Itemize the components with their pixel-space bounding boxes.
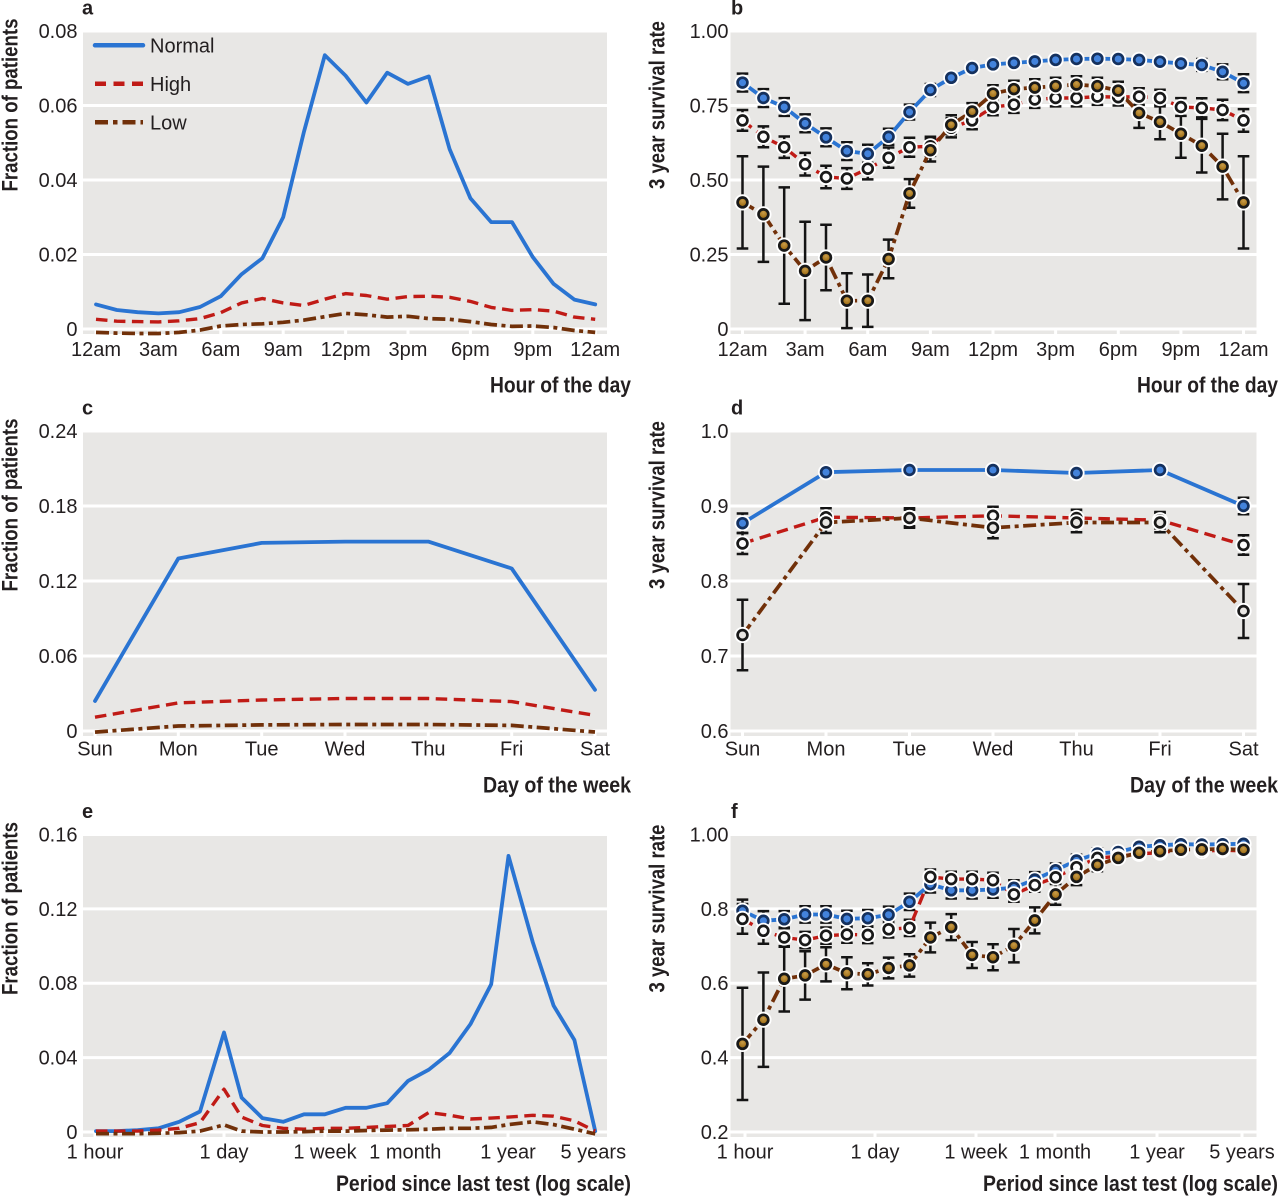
svg-text:12pm: 12pm [321, 339, 371, 361]
svg-text:Fri: Fri [1148, 738, 1171, 760]
svg-text:1.0: 1.0 [701, 421, 729, 443]
svg-text:6am: 6am [201, 339, 240, 361]
svg-text:0.08: 0.08 [39, 21, 78, 43]
svg-text:Mon: Mon [159, 738, 198, 760]
svg-text:6pm: 6pm [451, 339, 490, 361]
svg-text:Tue: Tue [893, 738, 927, 760]
svg-text:9am: 9am [264, 339, 303, 361]
svg-text:0.6: 0.6 [701, 973, 729, 995]
svg-text:1 month: 1 month [369, 1142, 441, 1164]
svg-text:0.12: 0.12 [39, 899, 78, 921]
svg-text:0.2: 0.2 [701, 1122, 729, 1144]
svg-text:Sun: Sun [725, 738, 761, 760]
svg-text:Thu: Thu [1059, 738, 1093, 760]
svg-text:Sat: Sat [1228, 738, 1258, 760]
svg-text:0.08: 0.08 [39, 973, 78, 995]
svg-text:Normal: Normal [150, 36, 214, 58]
svg-text:Thu: Thu [411, 738, 445, 760]
svg-text:0.16: 0.16 [39, 825, 78, 847]
svg-text:12am: 12am [71, 339, 121, 361]
svg-text:Hour of the day: Hour of the day [490, 372, 632, 397]
svg-text:0: 0 [66, 319, 77, 341]
svg-text:1 hour: 1 hour [67, 1142, 124, 1164]
svg-text:High: High [150, 74, 191, 96]
svg-text:Tue: Tue [245, 738, 279, 760]
svg-text:f: f [731, 801, 738, 823]
svg-text:Fraction of patients: Fraction of patients [0, 419, 23, 592]
svg-text:Period since last test (log sc: Period since last test (log scale) [983, 1171, 1278, 1196]
svg-text:Hour of the day: Hour of the day [1137, 372, 1279, 397]
svg-text:9pm: 9pm [513, 339, 552, 361]
svg-text:Day of the week: Day of the week [1130, 773, 1279, 798]
svg-text:1 week: 1 week [293, 1142, 357, 1164]
svg-text:0.8: 0.8 [701, 571, 729, 593]
svg-text:Low: Low [150, 113, 187, 135]
svg-text:9am: 9am [911, 339, 950, 361]
svg-text:6am: 6am [848, 339, 887, 361]
svg-text:3 year survival rate: 3 year survival rate [645, 825, 670, 993]
svg-text:0.04: 0.04 [39, 170, 78, 192]
svg-text:e: e [82, 801, 93, 823]
svg-text:0.9: 0.9 [701, 496, 729, 518]
svg-text:Wed: Wed [325, 738, 366, 760]
svg-text:12am: 12am [717, 339, 767, 361]
svg-text:0.06: 0.06 [39, 96, 78, 118]
svg-text:1 day: 1 day [200, 1142, 249, 1164]
svg-text:0.7: 0.7 [701, 646, 729, 668]
svg-text:5 years: 5 years [561, 1142, 627, 1164]
svg-text:5 years: 5 years [1209, 1142, 1275, 1164]
svg-text:0.25: 0.25 [690, 245, 729, 267]
svg-text:1 hour: 1 hour [717, 1142, 774, 1164]
svg-text:1 month: 1 month [1019, 1142, 1091, 1164]
svg-text:3am: 3am [786, 339, 825, 361]
svg-text:1.00: 1.00 [690, 825, 729, 847]
svg-text:0.04: 0.04 [39, 1048, 78, 1070]
svg-text:12am: 12am [570, 339, 620, 361]
svg-text:1 year: 1 year [1129, 1142, 1185, 1164]
svg-text:3 year survival rate: 3 year survival rate [645, 21, 670, 189]
svg-text:0.24: 0.24 [39, 421, 78, 443]
svg-text:3pm: 3pm [1036, 339, 1075, 361]
svg-text:1 week: 1 week [944, 1142, 1008, 1164]
svg-text:Mon: Mon [807, 738, 846, 760]
svg-text:12pm: 12pm [968, 339, 1018, 361]
svg-text:c: c [82, 397, 93, 419]
svg-text:Fri: Fri [500, 738, 523, 760]
svg-text:0: 0 [717, 319, 728, 341]
svg-text:Fraction of patients: Fraction of patients [0, 822, 23, 995]
svg-text:b: b [731, 0, 743, 19]
svg-text:Fraction of patients: Fraction of patients [0, 19, 23, 192]
svg-text:0.8: 0.8 [701, 899, 729, 921]
svg-text:Period since last test (log sc: Period since last test (log scale) [336, 1171, 631, 1196]
svg-text:3 year survival rate: 3 year survival rate [645, 421, 670, 589]
svg-text:1 day: 1 day [851, 1142, 900, 1164]
svg-text:9pm: 9pm [1161, 339, 1200, 361]
svg-text:0.6: 0.6 [701, 721, 729, 743]
svg-text:3pm: 3pm [389, 339, 428, 361]
svg-text:0.06: 0.06 [39, 646, 78, 668]
svg-text:Sat: Sat [580, 738, 610, 760]
svg-text:Day of the week: Day of the week [483, 773, 632, 798]
svg-text:1.00: 1.00 [690, 21, 729, 43]
svg-text:1 year: 1 year [480, 1142, 536, 1164]
svg-text:0: 0 [66, 1122, 77, 1144]
svg-text:12am: 12am [1218, 339, 1268, 361]
svg-text:a: a [82, 0, 94, 19]
svg-text:0.50: 0.50 [690, 170, 729, 192]
svg-text:d: d [731, 397, 743, 419]
svg-text:0.12: 0.12 [39, 571, 78, 593]
svg-text:3am: 3am [139, 339, 178, 361]
svg-text:0: 0 [66, 721, 77, 743]
svg-text:Wed: Wed [973, 738, 1014, 760]
svg-text:0.4: 0.4 [701, 1048, 729, 1070]
svg-text:Sun: Sun [77, 738, 113, 760]
svg-text:6pm: 6pm [1099, 339, 1138, 361]
svg-text:0.75: 0.75 [690, 96, 729, 118]
svg-text:0.02: 0.02 [39, 245, 78, 267]
svg-text:0.18: 0.18 [39, 496, 78, 518]
